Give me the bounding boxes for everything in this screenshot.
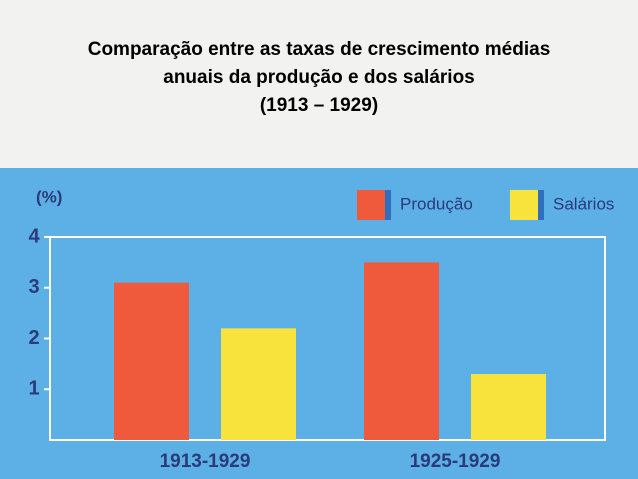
y-tick-label: 2 — [28, 327, 39, 349]
x-tick-label: 1913-1929 — [160, 451, 251, 472]
legend-swatch-edge — [538, 190, 544, 220]
bar — [471, 374, 546, 440]
bar — [221, 328, 296, 440]
legend-swatch — [357, 190, 385, 220]
chart-title: anuais da produção e dos salários — [163, 67, 475, 88]
legend-label: Salários — [553, 194, 614, 213]
chart-title: Comparação entre as taxas de crescimento… — [88, 39, 551, 60]
legend-swatch — [510, 190, 538, 220]
y-tick-label: 4 — [28, 225, 40, 247]
legend-swatch-edge — [385, 190, 391, 220]
bar — [364, 262, 439, 440]
legend-label: Produção — [400, 194, 473, 213]
x-tick-label: 1925-1929 — [410, 451, 501, 472]
bar — [114, 282, 189, 440]
y-tick-label: 3 — [28, 276, 39, 298]
chart-title: (1913 – 1929) — [260, 95, 378, 116]
y-axis-label: (%) — [36, 187, 62, 206]
y-tick-label: 1 — [28, 378, 39, 400]
slide-background — [0, 0, 638, 168]
